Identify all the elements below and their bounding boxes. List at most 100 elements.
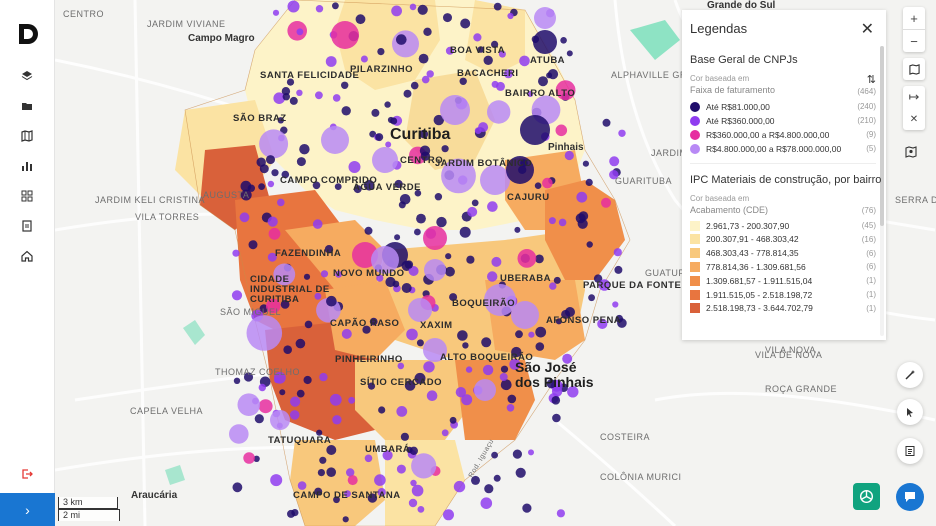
cnpj-point[interactable] bbox=[397, 362, 405, 370]
cnpj-point[interactable] bbox=[462, 342, 469, 349]
cnpj-point[interactable] bbox=[440, 95, 470, 125]
cnpj-point[interactable] bbox=[482, 364, 494, 376]
cnpj-point[interactable] bbox=[466, 255, 475, 264]
cnpj-point[interactable] bbox=[457, 330, 468, 341]
cnpj-point[interactable] bbox=[329, 393, 342, 406]
cnpj-point[interactable] bbox=[229, 424, 249, 444]
cnpj-point[interactable] bbox=[283, 345, 292, 355]
cnpj-point[interactable] bbox=[398, 201, 406, 209]
cnpj-point[interactable] bbox=[503, 69, 513, 79]
cnpj-point[interactable] bbox=[453, 480, 466, 493]
cnpj-point[interactable] bbox=[332, 2, 339, 10]
cnpj-point[interactable] bbox=[416, 213, 426, 224]
legend-item[interactable]: 2.961,73 - 200.307,90 (45) bbox=[690, 219, 876, 232]
cnpj-point[interactable] bbox=[253, 455, 260, 462]
cnpj-point[interactable] bbox=[461, 394, 473, 406]
cnpj-point[interactable] bbox=[549, 282, 557, 290]
cnpj-point[interactable] bbox=[353, 185, 362, 194]
measure-button[interactable]: ↦ bbox=[908, 89, 920, 104]
cnpj-point[interactable] bbox=[558, 218, 567, 227]
cnpj-point[interactable] bbox=[401, 283, 412, 293]
cnpj-point[interactable] bbox=[246, 315, 283, 351]
cnpj-point[interactable] bbox=[240, 189, 252, 201]
cnpj-point[interactable] bbox=[409, 3, 417, 11]
cnpj-point[interactable] bbox=[286, 78, 295, 86]
cnpj-point[interactable] bbox=[411, 484, 424, 497]
chat-button[interactable] bbox=[896, 483, 924, 511]
cnpj-point[interactable] bbox=[232, 249, 240, 257]
zoom-in-button[interactable]: + bbox=[910, 10, 918, 26]
cnpj-point[interactable] bbox=[266, 155, 275, 165]
cnpj-point[interactable] bbox=[597, 318, 608, 329]
cnpj-point[interactable] bbox=[243, 372, 254, 382]
cnpj-point[interactable] bbox=[319, 372, 328, 382]
cnpj-point[interactable] bbox=[480, 165, 510, 195]
cnpj-point[interactable] bbox=[232, 482, 243, 493]
cnpj-point[interactable] bbox=[290, 396, 301, 407]
cnpj-point[interactable] bbox=[315, 91, 323, 100]
cnpj-point[interactable] bbox=[424, 259, 446, 281]
cnpj-point[interactable] bbox=[480, 497, 493, 510]
cnpj-point[interactable] bbox=[562, 353, 573, 364]
zoom-out-button[interactable]: − bbox=[910, 33, 918, 49]
cnpj-point[interactable] bbox=[259, 164, 269, 174]
cnpj-point[interactable] bbox=[426, 390, 438, 402]
bar-chart-icon[interactable] bbox=[17, 156, 37, 176]
cnpj-point[interactable] bbox=[254, 414, 264, 424]
cnpj-point[interactable] bbox=[414, 372, 426, 384]
legend-item[interactable]: R$360.000,00 a R$4.800.000,00 (9) bbox=[690, 128, 876, 141]
cnpj-point[interactable] bbox=[534, 7, 556, 29]
cnpj-point[interactable] bbox=[552, 413, 561, 423]
cnpj-point[interactable] bbox=[390, 117, 398, 125]
cnpj-point[interactable] bbox=[445, 253, 452, 260]
cnpj-point[interactable] bbox=[270, 410, 290, 430]
cnpj-point[interactable] bbox=[566, 50, 573, 57]
cnpj-point[interactable] bbox=[326, 445, 337, 455]
cnpj-point[interactable] bbox=[585, 178, 593, 186]
cnpj-point[interactable] bbox=[500, 365, 509, 373]
cnpj-point[interactable] bbox=[423, 361, 435, 373]
cnpj-point[interactable] bbox=[548, 217, 556, 225]
cnpj-point[interactable] bbox=[598, 279, 611, 291]
cnpj-point[interactable] bbox=[287, 0, 300, 13]
cnpj-point[interactable] bbox=[369, 317, 378, 326]
cnpj-point[interactable] bbox=[258, 183, 265, 191]
cnpj-point[interactable] bbox=[535, 342, 545, 351]
cnpj-point[interactable] bbox=[449, 416, 457, 424]
cnpj-point[interactable] bbox=[609, 156, 620, 167]
cnpj-point[interactable] bbox=[455, 387, 467, 398]
cnpj-point[interactable] bbox=[484, 484, 494, 494]
cnpj-point[interactable] bbox=[555, 80, 576, 101]
cnpj-point[interactable] bbox=[460, 18, 471, 29]
cnpj-point[interactable] bbox=[333, 496, 340, 504]
cnpj-point[interactable] bbox=[601, 197, 611, 208]
cnpj-point[interactable] bbox=[556, 509, 565, 518]
cnpj-point[interactable] bbox=[519, 55, 530, 67]
sidebar-expand-button[interactable]: › bbox=[0, 493, 55, 526]
cnpj-point[interactable] bbox=[326, 295, 337, 307]
cnpj-point[interactable] bbox=[321, 126, 349, 154]
cnpj-point[interactable] bbox=[341, 328, 352, 339]
cnpj-point[interactable] bbox=[474, 127, 482, 134]
cnpj-point[interactable] bbox=[586, 241, 593, 248]
cnpj-point[interactable] bbox=[258, 383, 266, 392]
cnpj-point[interactable] bbox=[391, 5, 402, 17]
folder-icon[interactable] bbox=[17, 96, 37, 116]
cnpj-point[interactable] bbox=[394, 179, 403, 189]
cnpj-point[interactable] bbox=[314, 487, 323, 496]
cnpj-point[interactable] bbox=[449, 293, 458, 302]
cnpj-point[interactable] bbox=[355, 14, 366, 25]
cnpj-point[interactable] bbox=[555, 124, 568, 137]
cnpj-point[interactable] bbox=[375, 133, 384, 142]
cnpj-point[interactable] bbox=[296, 389, 305, 398]
close-icon[interactable]: ✕ bbox=[860, 21, 874, 38]
cnpj-point[interactable] bbox=[281, 170, 290, 179]
cnpj-point[interactable] bbox=[493, 474, 501, 482]
cnpj-point[interactable] bbox=[326, 467, 337, 478]
cnpj-point[interactable] bbox=[433, 114, 444, 126]
cnpj-point[interactable] bbox=[314, 292, 322, 300]
logout-icon[interactable] bbox=[17, 464, 37, 484]
cnpj-point[interactable] bbox=[377, 488, 386, 497]
legend-item[interactable]: R$4.800.000,00 a R$78.000.000,00 (5) bbox=[690, 142, 876, 155]
cnpj-point[interactable] bbox=[268, 227, 281, 240]
